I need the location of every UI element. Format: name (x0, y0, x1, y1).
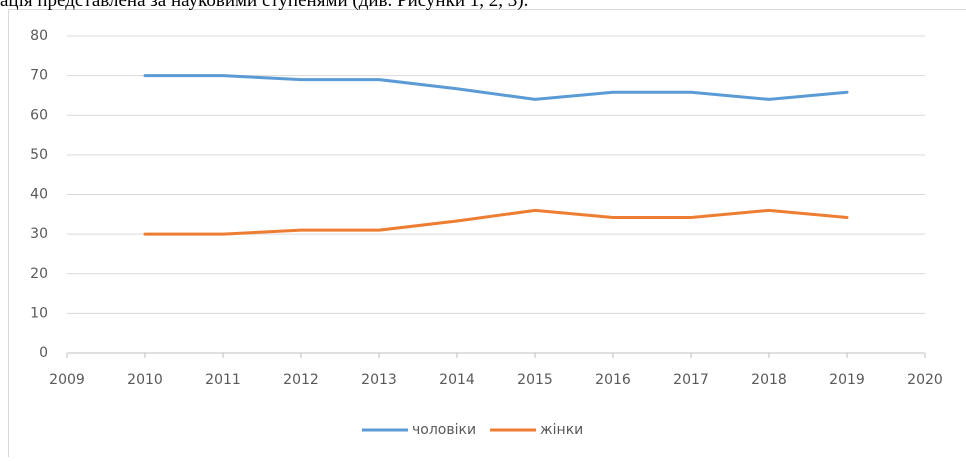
y-tick-label: 80 (30, 28, 48, 44)
x-tick-label: 2010 (127, 372, 163, 388)
x-tick-label: 2017 (673, 372, 709, 388)
x-tick-label: 2012 (283, 372, 319, 388)
y-tick-label: 70 (30, 68, 48, 84)
x-tick-label: 2009 (49, 372, 85, 388)
y-tick-label: 10 (30, 305, 48, 321)
x-tick-label: 2015 (517, 372, 553, 388)
y-tick-label: 50 (30, 147, 48, 163)
x-tick-label: 2020 (907, 372, 943, 388)
x-tick-label: 2018 (751, 372, 787, 388)
y-tick-label: 30 (30, 226, 48, 242)
legend-label: чоловіки (412, 422, 476, 438)
x-tick-label: 2013 (361, 372, 397, 388)
legend-label: жінки (540, 422, 583, 438)
y-tick-label: 20 (30, 266, 48, 282)
x-tick-label: 2019 (829, 372, 865, 388)
caption: ація представлена за науковими ступенями… (0, 0, 528, 11)
x-tick-label: 2016 (595, 372, 631, 388)
y-tick-label: 0 (39, 345, 48, 361)
x-tick-label: 2014 (439, 372, 475, 388)
y-tick-label: 60 (30, 107, 48, 123)
x-tick-label: 2011 (205, 372, 241, 388)
y-tick-label: 40 (30, 187, 48, 203)
